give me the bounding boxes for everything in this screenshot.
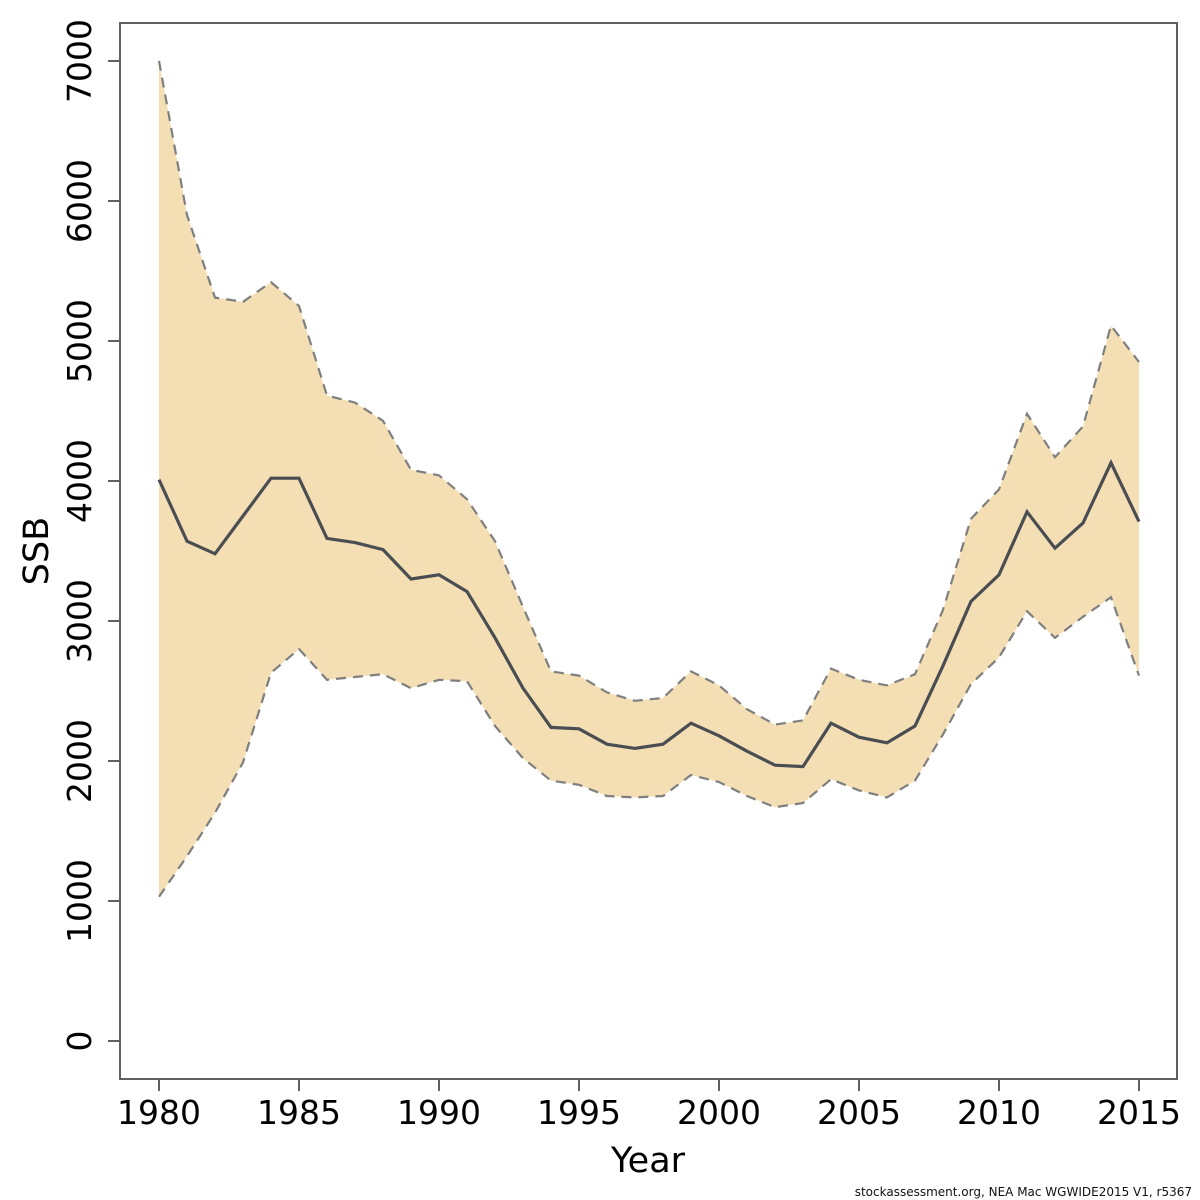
confidence-band	[159, 61, 1139, 897]
median-ssb-line	[157, 459, 1141, 769]
y-axis-tick-label: 6000	[60, 159, 99, 243]
plot-frame	[119, 22, 1178, 1080]
x-axis-tick-label: 1995	[537, 1093, 621, 1132]
y-axis-tick-label: 4000	[60, 439, 99, 523]
x-axis-tick-label: 2000	[677, 1093, 761, 1132]
plot-generated-layer: 1980 1985 1990 1995 2000 2005 2010 2015 0 1000 200…	[60, 19, 1181, 1132]
y-axis-tick-label: 1000	[60, 859, 99, 943]
x-axis-tick-label: 2010	[957, 1093, 1041, 1132]
y-axis-tick-label: 5000	[60, 299, 99, 383]
y-axis-tick-label: 0	[60, 1031, 99, 1052]
y-axis-tick-label: 2000	[60, 719, 99, 803]
y-axis-tick-label: 7000	[60, 19, 99, 103]
upper-ci-line	[157, 60, 1140, 726]
y-axis-title: SSB	[17, 517, 57, 585]
x-axis-tick-label: 2015	[1097, 1093, 1181, 1132]
lower-ci-line	[158, 595, 1141, 898]
x-axis-tick-label: 1990	[397, 1093, 481, 1132]
x-axis-tick-label: 2005	[817, 1093, 901, 1132]
x-axis-tick-label: 1985	[257, 1093, 341, 1132]
x-axis-title: Year	[610, 1141, 686, 1181]
attribution-text: stockassessment.org, NEA Mac WGWIDE2015 …	[855, 1185, 1192, 1199]
x-axis-tick-label: 1980	[117, 1093, 201, 1132]
y-axis-tick-label: 3000	[60, 579, 99, 663]
